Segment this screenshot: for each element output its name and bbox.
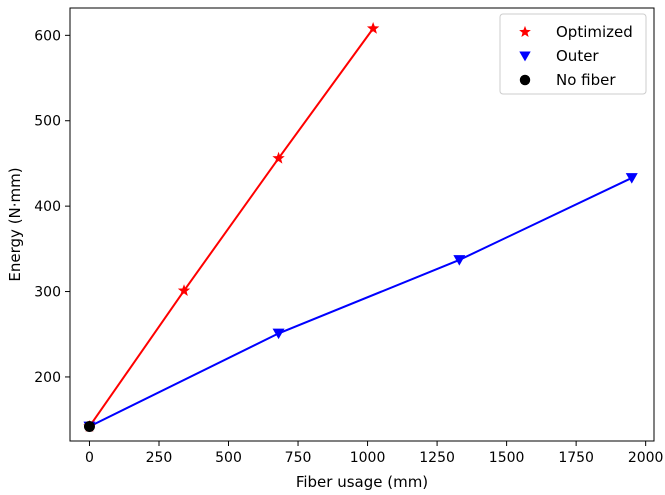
legend-marker-outer [519,51,531,62]
series-line-outer [89,177,633,428]
y-tick-label: 600 [34,28,61,44]
x-tick-label: 1250 [419,450,455,466]
data-point-optimized-1 [177,284,191,296]
x-tick-label: 1750 [558,450,594,466]
legend-label-outer: Outer [556,47,599,65]
data-point-outer-2 [453,255,466,266]
data-point-optimized-2 [272,151,285,164]
x-tick-label: 500 [215,450,242,466]
legend-marker-optimized [519,25,531,37]
x-tick-label: 0 [85,450,94,466]
x-tick-label: 2000 [628,450,664,466]
x-tick-label: 750 [285,450,312,466]
y-tick-label: 300 [34,285,61,301]
x-tick-label: 1000 [350,450,386,466]
x-tick-label: 250 [146,450,173,466]
data-point-outer-1 [272,328,285,340]
plot-layer [83,22,638,433]
x-axis-label: Fiber usage (mm) [296,473,428,491]
legend-label-optimized: Optimized [556,23,633,41]
x-tick-label: 1500 [489,450,525,466]
y-tick-label: 400 [34,199,61,215]
legend-frame [499,13,647,95]
legend-marker-no-fiber [519,74,531,86]
data-point-no-fiber-0 [83,420,95,432]
series-line-optimized [88,27,374,428]
ticks-layer: 0 250 500 750 1000 1250 1500 1750 2000 200 300 400 5… [34,28,663,466]
data-point-outer-3 [625,173,638,184]
data-point-optimized-3 [366,22,380,34]
y-tick-label: 500 [34,114,61,130]
legend: Optimized Outer No fiber [499,13,647,95]
y-axis-label: Energy (N·mm) [6,167,24,281]
legend-label-no-fiber: No fiber [556,71,616,89]
y-tick-label: 200 [34,370,61,386]
plot-frame [69,7,655,442]
